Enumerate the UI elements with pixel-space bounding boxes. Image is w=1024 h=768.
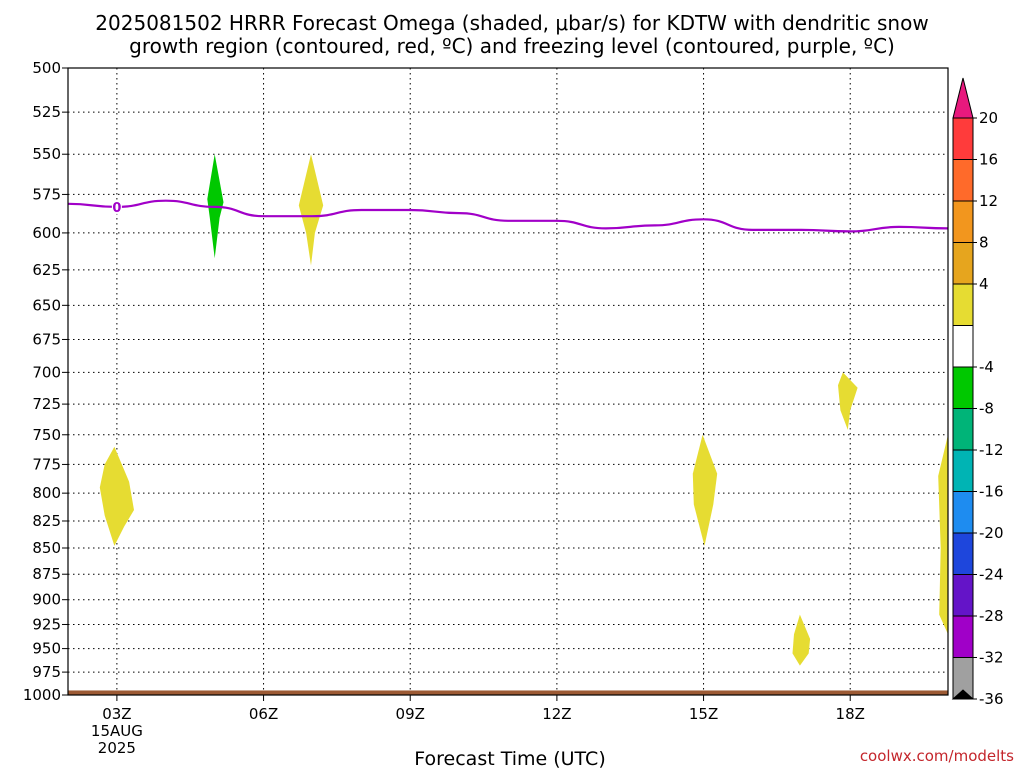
colorbar-bin-8 xyxy=(952,408,974,451)
colorbar-tick-label--36: -36 xyxy=(979,690,1004,708)
x-tick-label-18Z: 18Z xyxy=(836,705,865,723)
colorbar-tick-label--12: -12 xyxy=(979,441,1004,459)
colorbar-bin-7 xyxy=(952,366,974,409)
colorbar-tick-label-12: 12 xyxy=(979,192,998,210)
x-axis-label: Forecast Time (UTC) xyxy=(414,748,605,768)
y-tick-label-600: 600 xyxy=(32,224,61,242)
colorbar-bin-4 xyxy=(952,242,974,285)
chart-title-line-1: 2025081502 HRRR Forecast Omega (shaded, … xyxy=(95,11,928,35)
omega-region-7 xyxy=(938,434,948,635)
freezing-level-contour: 0 xyxy=(67,199,949,233)
y-tick-label-625: 625 xyxy=(32,261,61,279)
y-tick-label-700: 700 xyxy=(32,363,61,381)
colorbar-tick-label-8: 8 xyxy=(979,234,989,252)
x-tick-label-12Z: 12Z xyxy=(542,705,571,723)
y-tick-label-675: 675 xyxy=(32,330,61,348)
colorbar-tick-label--16: -16 xyxy=(979,483,1004,501)
colorbar-bin-9 xyxy=(952,449,974,492)
colorbar-tick-label--8: -8 xyxy=(979,400,994,418)
x-tick-label-09Z: 09Z xyxy=(396,705,425,723)
colorbar-tick-label-4: 4 xyxy=(979,275,989,293)
surface-band xyxy=(68,690,948,695)
plot-frame xyxy=(67,67,949,696)
y-tick-label-825: 825 xyxy=(32,512,61,530)
colorbar-bin-11 xyxy=(952,532,974,575)
y-tick-label-525: 525 xyxy=(32,103,61,121)
omega-region-6 xyxy=(792,614,811,666)
colorbar-tick-label--20: -20 xyxy=(979,524,1004,542)
y-axis-ticks: 500 525 550 575 600 625 650 675 700 725 750 775 800 8… xyxy=(23,59,68,704)
y-tick-label-725: 725 xyxy=(32,395,61,413)
omega-region-1 xyxy=(99,446,134,546)
omega-region-5 xyxy=(838,372,858,430)
freezing-level-label-bg xyxy=(111,199,122,214)
y-tick-label-650: 650 xyxy=(32,296,61,314)
credit-link[interactable]: coolwx.com/modelts xyxy=(860,747,1014,765)
colorbar-bin-3 xyxy=(952,200,974,243)
colorbar-arrow-top xyxy=(952,77,974,119)
y-tick-label-875: 875 xyxy=(32,565,61,583)
y-tick-label-1000: 1000 xyxy=(23,686,61,704)
colorbar-bin-1 xyxy=(952,117,974,160)
colorbar-tick-label-16: 16 xyxy=(979,151,998,169)
colorbar-bin-6 xyxy=(952,325,974,368)
y-tick-label-800: 800 xyxy=(32,484,61,502)
colorbar-bin-10 xyxy=(952,491,974,534)
y-tick-label-925: 925 xyxy=(32,615,61,633)
colorbar-bin-5 xyxy=(952,283,974,326)
x-tick-sublabel-2025: 2025 xyxy=(98,739,136,757)
colorbar-tick-label-20: 20 xyxy=(979,109,998,127)
y-tick-label-900: 900 xyxy=(32,591,61,609)
colorbar-bin-12 xyxy=(952,574,974,617)
grid-lines xyxy=(68,68,948,695)
colorbar-tick-label--24: -24 xyxy=(979,566,1004,584)
y-tick-label-975: 975 xyxy=(32,663,61,681)
x-tick-label-06Z: 06Z xyxy=(249,705,278,723)
y-tick-label-850: 850 xyxy=(32,539,61,557)
y-tick-label-775: 775 xyxy=(32,455,61,473)
chart-title-line-2: growth region (contoured, red, ºC) and f… xyxy=(129,34,895,58)
y-tick-label-750: 750 xyxy=(32,426,61,444)
x-tick-label-03Z: 03Z xyxy=(102,705,131,723)
omega-colorbar: 20 16 12 8 4 -4 -8 -12 -16 -20 -24 -28 -32 -36 xyxy=(951,77,1004,708)
freezing-level-line xyxy=(67,199,949,233)
omega-shaded-regions xyxy=(99,154,948,666)
colorbar-bin-13 xyxy=(952,615,974,658)
x-tick-label-15Z: 15Z xyxy=(689,705,718,723)
freezing-level-label: 0 xyxy=(112,201,121,216)
colorbar-tick-label--32: -32 xyxy=(979,649,1004,667)
omega-region-3 xyxy=(298,154,324,266)
colorbar-arrow-bottom xyxy=(951,689,975,700)
x-tick-sublabel-15AUG: 15AUG xyxy=(91,722,143,740)
y-tick-label-500: 500 xyxy=(32,59,61,77)
omega-region-4 xyxy=(692,434,718,546)
y-tick-label-575: 575 xyxy=(32,185,61,203)
colorbar-tick-label--4: -4 xyxy=(979,358,994,376)
y-tick-label-550: 550 xyxy=(32,145,61,163)
colorbar-bin-2 xyxy=(952,159,974,202)
surface-ground xyxy=(68,690,948,695)
y-tick-label-950: 950 xyxy=(32,640,61,658)
colorbar-tick-label--28: -28 xyxy=(979,607,1004,625)
